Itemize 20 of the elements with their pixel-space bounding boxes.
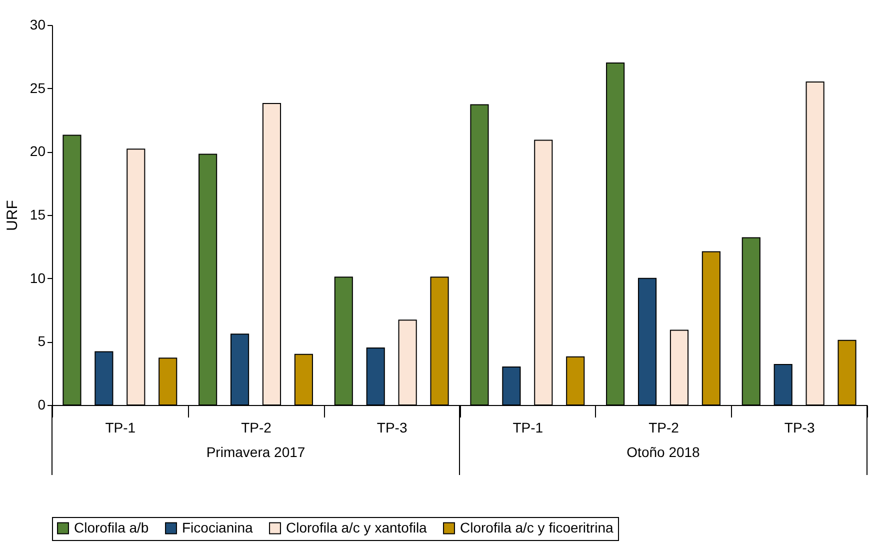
y-tick-label: 15	[30, 206, 46, 222]
y-tick-label: 20	[30, 143, 46, 160]
text: Otoño 2018	[626, 444, 700, 460]
y-tick-label: 25	[30, 80, 46, 96]
x-tick-label: TP-2	[241, 420, 272, 436]
y-tick-label: 10	[30, 270, 46, 286]
x-tick-label: TP-3	[376, 420, 408, 436]
legend-label: Clorofila a/c y xantofila	[286, 519, 428, 536]
text: Primavera 2017	[206, 444, 306, 460]
x-tick-label: TP-1	[105, 420, 136, 436]
legend-label: Clorofila a/c y ficoeritrina	[460, 519, 614, 536]
y-tick-label: 5	[38, 333, 46, 350]
x-tick-label: TP-1	[512, 420, 544, 436]
y-tick-label: 30	[30, 16, 46, 32]
legend-label: Clorofila a/b	[74, 519, 149, 536]
y-tick-label: 0	[38, 396, 46, 412]
x-tick-label: TP-2	[648, 420, 680, 436]
y-axis-title: URF	[4, 200, 21, 231]
x-tick-label: TP-3	[784, 420, 815, 436]
legend-label: Ficocianina	[182, 519, 254, 536]
